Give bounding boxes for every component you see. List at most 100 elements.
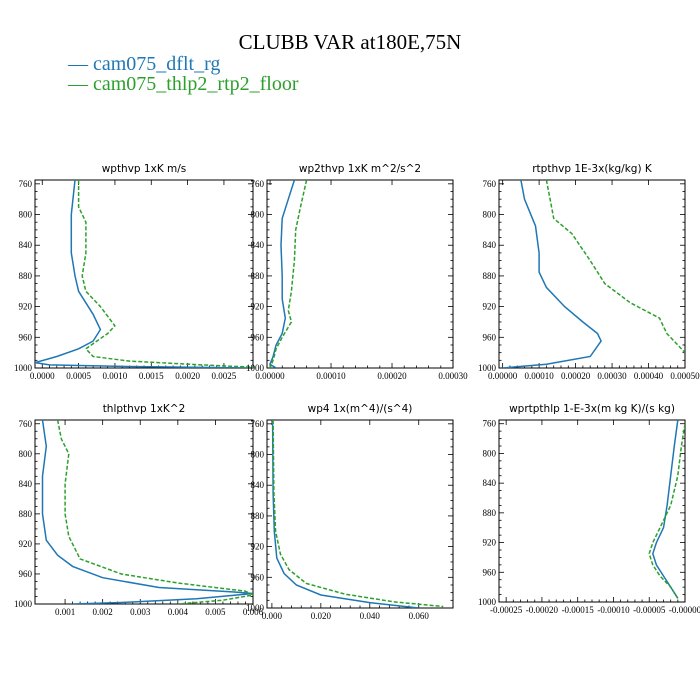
y-tick-label: 880 bbox=[251, 271, 265, 281]
x-tick-label: 0.00020 bbox=[561, 371, 591, 381]
y-tick-label: 840 bbox=[19, 240, 33, 250]
y-tick-label: 840 bbox=[483, 240, 497, 250]
x-tick-label: 0.00050 bbox=[670, 371, 700, 381]
y-tick-label: 760 bbox=[251, 419, 265, 429]
y-tick-label: 920 bbox=[251, 542, 265, 552]
x-tick-label: 0.00000 bbox=[255, 371, 285, 381]
x-tick-label: 0.002 bbox=[93, 607, 113, 617]
y-tick-label: 920 bbox=[483, 302, 497, 312]
x-tick-label: 0.001 bbox=[55, 607, 75, 617]
x-tick-label: -0.00025 bbox=[490, 605, 523, 615]
y-tick-label: 760 bbox=[483, 179, 497, 189]
x-tick-label: 0.060 bbox=[409, 611, 430, 621]
y-tick-label: 760 bbox=[251, 179, 265, 189]
x-tick-label: 0.000 bbox=[262, 611, 283, 621]
x-tick-label: 0.020 bbox=[311, 611, 332, 621]
y-tick-label: 1000 bbox=[246, 363, 265, 373]
legend-label-floor: cam075_thlp2_rtp2_floor bbox=[93, 73, 299, 95]
x-tick-label: 0.0015 bbox=[139, 371, 164, 381]
x-tick-label: 0.003 bbox=[130, 607, 151, 617]
x-tick-label: -0.00005 bbox=[633, 605, 666, 615]
plot-frame bbox=[266, 419, 454, 609]
panels: wpthvp 1xK m/s76080084088092096010000.00… bbox=[14, 163, 700, 621]
y-tick-label: 800 bbox=[483, 210, 497, 220]
y-tick-label: 920 bbox=[19, 539, 33, 549]
plot-frame bbox=[498, 179, 686, 369]
panel-4: thlpthvp 1xK^276080084088092096010000.00… bbox=[14, 403, 264, 617]
series-line-dflt bbox=[652, 420, 679, 599]
y-tick-label: 840 bbox=[251, 480, 265, 490]
series-line-floor bbox=[77, 180, 253, 368]
y-tick-label: 960 bbox=[483, 567, 497, 577]
series-line-floor bbox=[545, 180, 685, 354]
panel-title: wp4 1x(m^4)/(s^4) bbox=[308, 403, 413, 415]
legend-entry-dflt: — cam075_dflt_rg bbox=[67, 53, 220, 75]
y-tick-label: 880 bbox=[19, 509, 33, 519]
plot-frame bbox=[266, 179, 454, 369]
plot-frame bbox=[34, 179, 254, 369]
y-tick-label: 800 bbox=[251, 210, 265, 220]
x-tick-label: 0.006 bbox=[243, 607, 264, 617]
x-tick-label: 0.00010 bbox=[524, 371, 554, 381]
x-tick-label: -0.00010 bbox=[597, 605, 630, 615]
x-tick-label: 0.00040 bbox=[634, 371, 664, 381]
series-line-floor bbox=[272, 420, 444, 608]
y-tick-label: 800 bbox=[19, 449, 33, 459]
y-tick-label: 800 bbox=[483, 448, 497, 458]
x-tick-label: 0.005 bbox=[205, 607, 226, 617]
x-tick-label: 0.00030 bbox=[438, 371, 468, 381]
series-line-floor bbox=[269, 180, 308, 368]
series-line-dflt bbox=[269, 180, 296, 368]
panel-3: rtpthvp 1E-3x(kg/kg) K 760 800 840 880 920 960… bbox=[478, 163, 700, 381]
x-tick-label: 0.0020 bbox=[175, 371, 200, 381]
y-tick-label: 760 bbox=[19, 179, 33, 189]
figure-title: CLUBB VAR at180E,75N bbox=[239, 30, 462, 54]
y-tick-label: 880 bbox=[251, 511, 265, 521]
y-tick-label: 1000 bbox=[14, 599, 33, 609]
panel-1: wpthvp 1xK m/s76080084088092096010000.00… bbox=[14, 163, 254, 381]
series-line-floor bbox=[56, 420, 253, 604]
series-line-dflt bbox=[41, 420, 253, 604]
x-tick-label: -0.00015 bbox=[562, 605, 595, 615]
panel-title: wp2thvp 1xK m^2/s^2 bbox=[299, 163, 421, 175]
x-tick-label: 0.0025 bbox=[212, 371, 237, 381]
x-tick-label: -0.00000 bbox=[669, 605, 700, 615]
y-tick-label: 800 bbox=[251, 450, 265, 460]
x-tick-label: 0.004 bbox=[168, 607, 189, 617]
legend-entry-floor: — cam075_thlp2_rtp2_floor bbox=[67, 73, 299, 95]
y-tick-label: 920 bbox=[483, 538, 497, 548]
x-tick-label: 0.0000 bbox=[30, 371, 55, 381]
series-line-dflt bbox=[502, 180, 602, 368]
x-tick-label: 0.00000 bbox=[488, 371, 518, 381]
plot-frame bbox=[498, 419, 686, 603]
y-tick-label: 880 bbox=[483, 271, 497, 281]
y-tick-label: 840 bbox=[251, 240, 265, 250]
y-tick-label: 840 bbox=[483, 478, 497, 488]
y-tick-label: 920 bbox=[19, 302, 33, 312]
panel-5: wp4 1x(m^4)/(s^4)76080084088092096010000… bbox=[246, 403, 454, 621]
y-tick-label: 1000 bbox=[478, 597, 497, 607]
x-tick-label: 0.00030 bbox=[597, 371, 627, 381]
y-tick-label: 960 bbox=[251, 332, 265, 342]
x-tick-label: 0.0010 bbox=[103, 371, 128, 381]
legend-label-dflt: cam075_dflt_rg bbox=[93, 53, 220, 75]
y-tick-label: 760 bbox=[483, 419, 497, 429]
plot-frame bbox=[34, 419, 254, 605]
x-tick-label: -0.00020 bbox=[526, 605, 559, 615]
x-tick-label: 0.040 bbox=[360, 611, 381, 621]
x-tick-label: 0.00010 bbox=[316, 371, 346, 381]
y-tick-label: 960 bbox=[483, 332, 497, 342]
panel-title: rtpthvp 1E-3x(kg/kg) K bbox=[532, 163, 653, 175]
panel-title: wprtpthlp 1-E-3x(m kg K)/(s kg) bbox=[509, 403, 675, 415]
panel-title: wpthvp 1xK m/s bbox=[102, 163, 187, 175]
panel-6: wprtpthlp 1-E-3x(m kg K)/(s kg) 760 800 840… bbox=[478, 403, 700, 615]
y-tick-label: 960 bbox=[19, 569, 33, 579]
y-tick-label: 1000 bbox=[478, 363, 497, 373]
y-tick-label: 1000 bbox=[246, 603, 265, 613]
series-line-floor bbox=[648, 423, 685, 599]
panel-title: thlpthvp 1xK^2 bbox=[103, 403, 186, 415]
series-line-dflt bbox=[35, 180, 253, 368]
y-tick-label: 920 bbox=[251, 302, 265, 312]
series-line-dflt bbox=[271, 420, 419, 608]
